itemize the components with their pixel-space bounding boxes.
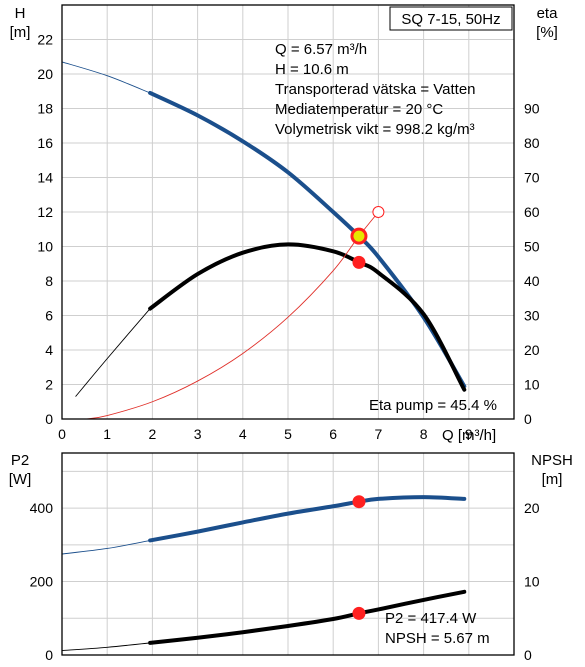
power-curve [148, 495, 467, 543]
left-tick-label: 10 [37, 239, 53, 255]
power-operating-point [352, 495, 366, 509]
bottom-curves [61, 495, 467, 652]
right-tick-label: 90 [524, 101, 540, 117]
bottom-plot-frame [61, 452, 515, 656]
npsh-tick-label: 10 [524, 574, 540, 590]
left-tick-label: 20 [37, 66, 53, 82]
top-plot-frame [61, 4, 515, 420]
right-tick-label: 60 [524, 204, 540, 220]
x-axis-label: Q [m³/h] [442, 427, 496, 444]
bottom-ticks: 0 200 400 0 10 20 [30, 500, 540, 663]
power-axis-label: P2 [11, 452, 29, 469]
right-tick-label: 40 [524, 273, 540, 289]
npsh-axis-label: NPSH [531, 452, 573, 469]
left-tick-label: 2 [45, 377, 53, 393]
title-box [389, 6, 513, 31]
efficiency-curve-extrapolated [75, 308, 151, 397]
power-tick-label: 400 [30, 500, 54, 516]
x-tick-label: 2 [149, 426, 157, 442]
power-curve-extrapolated [61, 539, 151, 555]
top-grid [62, 5, 514, 419]
x-tick-label: 5 [284, 426, 292, 442]
head-curve-extrapolated [61, 61, 151, 94]
info-line: Q = 6.57 m³/h [275, 41, 367, 58]
right-axis-label: eta [537, 5, 559, 22]
right-tick-label: 70 [524, 170, 540, 186]
left-tick-label: 16 [37, 135, 53, 151]
left-tick-label: 18 [37, 101, 53, 117]
x-tick-label: 9 [465, 426, 473, 442]
x-tick-label: 8 [420, 426, 428, 442]
npsh-curve [148, 589, 467, 645]
info-line: Mediatemperatur = 20 °C [275, 101, 443, 118]
left-axis-label: H [15, 5, 26, 22]
npsh-curve-extrapolated [61, 642, 151, 652]
npsh-readout: NPSH = 5.67 m [385, 630, 490, 647]
right-tick-label: 10 [524, 377, 540, 393]
left-tick-label: 14 [37, 170, 53, 186]
x-tick-label: 4 [239, 426, 247, 442]
npsh-tick-label: 20 [524, 500, 540, 516]
system-curve [86, 211, 379, 420]
info-line: H = 10.6 m [275, 61, 349, 78]
right-tick-label: 0 [524, 411, 532, 427]
operating-point-markers [350, 206, 385, 620]
x-tick-label: 3 [194, 426, 202, 442]
info-block: Q = 6.57 m³/h H = 10.6 m Transporterad v… [275, 41, 476, 138]
power-tick-label: 200 [30, 574, 54, 590]
left-tick-label: 8 [45, 273, 53, 289]
eta-pump-label: Eta pump = 45.4 % [369, 397, 497, 414]
info-line: Transporterad vätska = Vatten [275, 81, 476, 98]
power-readout: P2 = 417.4 W [385, 610, 477, 627]
right-tick-label: 50 [524, 239, 540, 255]
left-axis-unit: [m] [10, 24, 31, 41]
efficiency-operating-point [352, 255, 366, 269]
info-line: Volymetrisk vikt = 998.2 kg/m³ [275, 121, 475, 138]
x-tick-label: 0 [58, 426, 66, 442]
npsh-operating-point [352, 606, 366, 620]
right-tick-label: 20 [524, 342, 540, 358]
bottom-grid [62, 453, 514, 655]
chart-title: SQ 7-15, 50Hz [401, 11, 500, 28]
power-axis-unit: [W] [9, 471, 32, 488]
power-tick-label: 0 [45, 647, 53, 663]
npsh-axis-unit: [m] [542, 471, 563, 488]
right-tick-label: 80 [524, 135, 540, 151]
right-tick-label: 30 [524, 308, 540, 324]
x-tick-label: 7 [375, 426, 383, 442]
system-operating-point [372, 206, 385, 218]
top-curves [61, 61, 467, 420]
left-tick-label: 6 [45, 308, 53, 324]
left-tick-label: 22 [37, 32, 53, 48]
npsh-tick-label: 0 [524, 647, 532, 663]
efficiency-curve [148, 242, 467, 392]
x-tick-label: 6 [329, 426, 337, 442]
right-axis-unit: [%] [536, 24, 558, 41]
left-tick-label: 12 [37, 204, 53, 220]
left-tick-label: 0 [45, 411, 53, 427]
head-operating-point [353, 230, 365, 242]
left-tick-label: 4 [45, 342, 53, 358]
x-tick-label: 1 [103, 426, 111, 442]
